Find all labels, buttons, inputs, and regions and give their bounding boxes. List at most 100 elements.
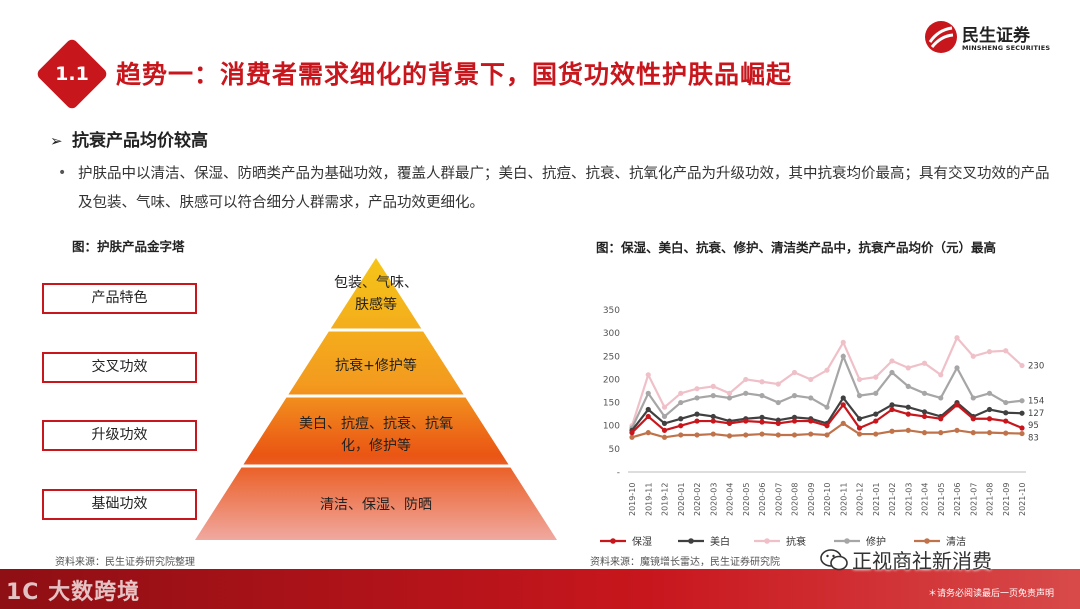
series-point-3 (759, 393, 765, 399)
series-point-2 (661, 404, 668, 410)
pyramid-tier-2-text: 抗衰+修护等 (335, 358, 417, 374)
series-point-4 (954, 427, 960, 433)
series-point-3 (921, 390, 928, 396)
end-value-label: 127 (1028, 409, 1044, 419)
disclaimer-text: ＊请务必阅读最后一页免责声明 (928, 589, 1055, 599)
series-point-1 (905, 404, 911, 410)
end-value-label: 230 (1028, 362, 1044, 372)
x-tick-label: 2021-01 (872, 483, 881, 516)
series-point-1 (921, 409, 928, 415)
legend-marker (924, 538, 930, 544)
series-point-4 (791, 432, 798, 438)
x-tick-label: 2021-07 (969, 483, 978, 516)
left-figure-source: 资料来源：民生证券研究院整理 (55, 557, 195, 568)
series-point-2 (824, 367, 830, 373)
watermark-right: 正视商社新消费 (852, 549, 992, 573)
y-tick-label: - (617, 468, 620, 478)
x-tick-label: 2020-02 (693, 483, 702, 516)
series-point-4 (775, 432, 781, 438)
bullet-paragraph: 护肤品中以清洁、保湿、防晒类产品为基础功效，覆盖人群最广；美白、抗痘、抗衰、抗氧… (78, 166, 1050, 211)
series-point-0 (694, 418, 700, 424)
series-point-4 (970, 430, 976, 436)
series-point-2 (970, 353, 976, 359)
series-point-4 (726, 433, 733, 439)
x-tick-label: 2020-04 (726, 483, 735, 516)
section-number: 1.1 (55, 63, 89, 85)
watermark-left: 1C 大数跨境 (6, 580, 141, 605)
series-point-0 (856, 425, 863, 431)
series-point-2 (905, 365, 911, 371)
x-tick-label: 2021-02 (888, 483, 897, 516)
bullet-dot-icon: • (58, 165, 67, 181)
series-point-1 (856, 416, 863, 422)
series-point-0 (986, 416, 993, 422)
series-line-3 (631, 353, 1023, 429)
series-point-1 (645, 406, 651, 413)
series-point-2 (889, 358, 895, 364)
series-point-1 (678, 416, 684, 422)
series-point-4 (986, 430, 993, 436)
legend-label: 修护 (866, 535, 886, 548)
minsheng-logo-icon (925, 21, 957, 53)
series-point-2 (791, 369, 798, 376)
series-point-4 (1019, 430, 1025, 437)
series-point-1 (710, 413, 716, 420)
series-point-1 (840, 395, 846, 401)
pyramid-tier-4-text: 清洁、保湿、防晒 (320, 497, 432, 513)
series-point-4 (743, 432, 749, 438)
series-point-2 (726, 390, 733, 396)
series-point-2 (678, 390, 684, 396)
y-tick-label: 200 (603, 375, 620, 385)
series-point-2 (694, 386, 700, 392)
series-point-4 (678, 432, 684, 438)
x-tick-label: 2020-10 (823, 483, 832, 516)
series-point-4 (694, 432, 700, 438)
series-point-3 (791, 393, 798, 399)
right-figure-title: 图：保湿、美白、抗衰、修护、清洁类产品中，抗衰产品均价（元）最高 (596, 240, 997, 255)
series-point-1 (889, 402, 895, 408)
end-value-label: 95 (1028, 421, 1039, 431)
footer-bar (0, 569, 1080, 609)
wechat-icon (820, 549, 848, 571)
series-point-4 (808, 431, 814, 437)
legend-marker (844, 538, 850, 544)
series-point-1 (694, 411, 700, 417)
label-product-feature: 产品特色 (42, 283, 197, 314)
series-point-3 (856, 393, 863, 399)
series-point-0 (970, 416, 976, 422)
series-point-2 (775, 381, 781, 387)
y-tick-label: 150 (603, 399, 620, 409)
y-tick-label: 50 (609, 445, 621, 455)
series-point-4 (856, 431, 863, 437)
section-heading-text: 抗衰产品均价较高 (72, 131, 208, 151)
series-point-4 (710, 431, 716, 437)
series-point-3 (840, 353, 846, 359)
x-tick-label: 2020-06 (758, 483, 767, 516)
price-line-chart: - 50 100 150 200 250 300 350 2019-10 2019-11 2019-… (600, 306, 1044, 548)
series-point-3 (986, 390, 993, 396)
x-tick-label: 2020-03 (709, 483, 718, 516)
x-tick-label: 2019-12 (661, 483, 670, 516)
series-point-3 (938, 395, 944, 401)
series-point-4 (889, 428, 895, 434)
series-point-4 (840, 420, 846, 426)
series-point-0 (889, 406, 895, 413)
y-tick-label: 300 (603, 329, 620, 339)
series-point-2 (1003, 348, 1009, 354)
x-tick-label: 2021-10 (1018, 483, 1027, 516)
series-point-1 (791, 414, 798, 420)
series-point-0 (726, 420, 733, 426)
series-point-1 (661, 420, 668, 426)
series-point-3 (970, 395, 976, 401)
series-point-3 (726, 395, 733, 401)
series-point-1 (986, 406, 993, 413)
series-point-3 (694, 395, 700, 401)
pyramid-tier-3-text: 美白、抗痘、抗衰、抗氧化，修护等 (299, 416, 453, 454)
x-tick-label: 2020-11 (839, 483, 848, 516)
x-tick-label: 2021-09 (1002, 483, 1011, 516)
series-point-3 (1019, 398, 1025, 404)
series-point-3 (775, 399, 781, 406)
series-point-3 (743, 390, 749, 396)
x-tick-label: 2021-06 (953, 483, 962, 516)
section-heading: ➢ 抗衰产品均价较高 (50, 126, 208, 151)
